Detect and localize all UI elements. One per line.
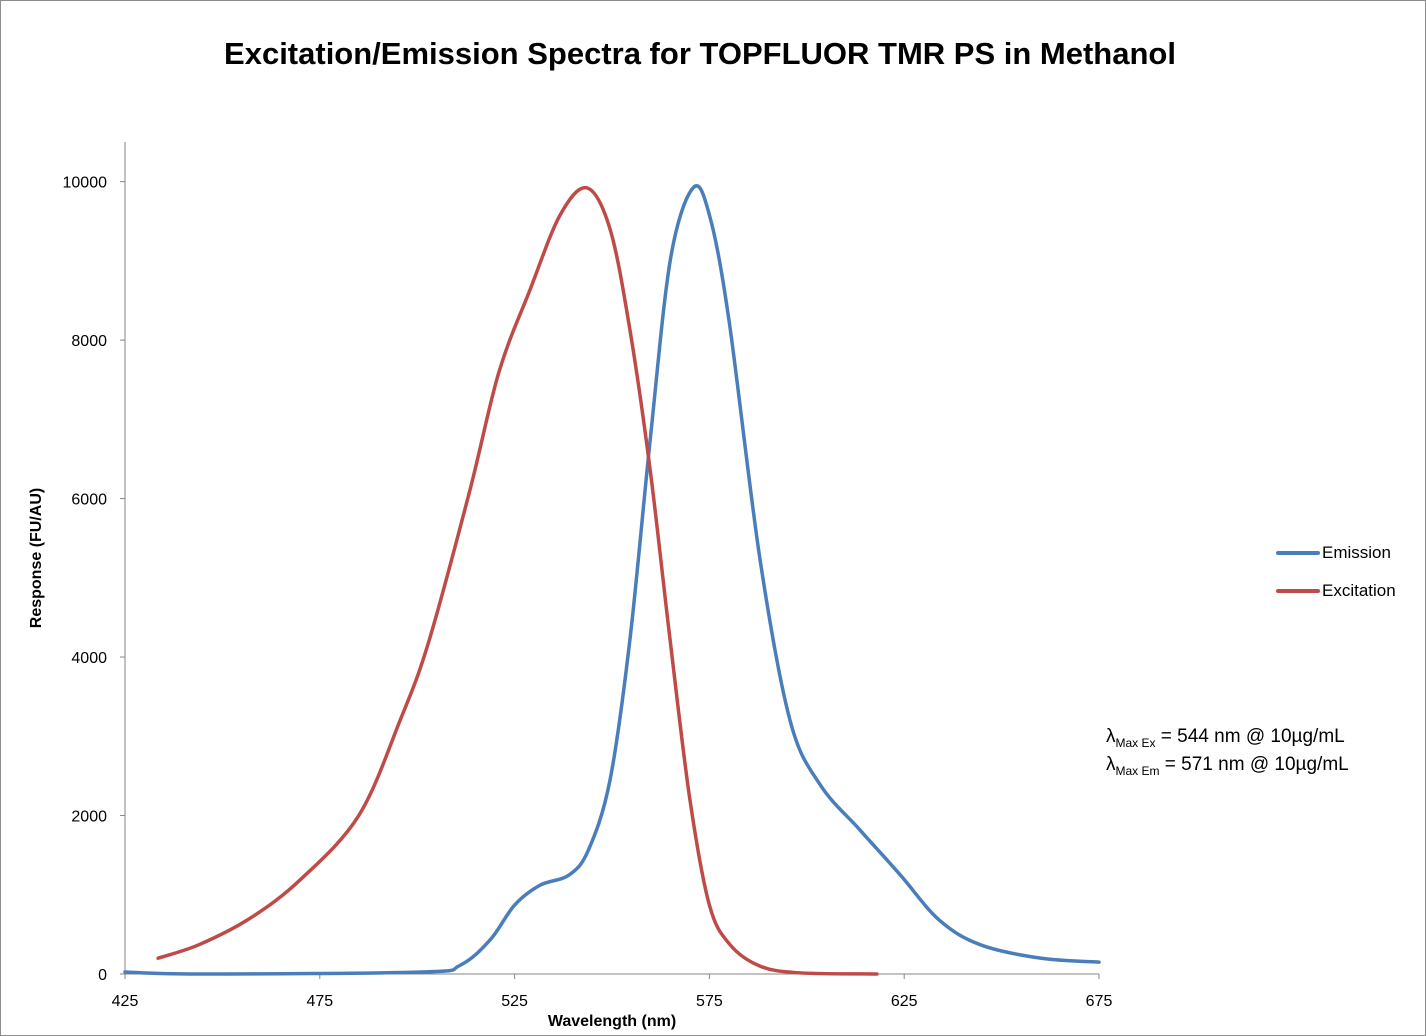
x-tick-label: 625 <box>891 993 918 1010</box>
series-line-emission <box>123 184 1101 976</box>
y-tick-label: 8000 <box>71 333 107 350</box>
lambda-symbol: λ <box>1106 754 1116 775</box>
annotation-max-ex: λMax Ex = 544 nm @ 10µg/mL <box>1106 726 1345 750</box>
annotation-max-em: λMax Em = 571 nm @ 10µg/mL <box>1106 754 1349 778</box>
lambda-symbol: λ <box>1106 726 1116 747</box>
series-line-excitation <box>156 185 879 976</box>
legend-swatch-emission <box>1276 551 1320 555</box>
x-tick-label: 525 <box>501 993 528 1010</box>
x-tick-label: 575 <box>696 993 723 1010</box>
legend-label: Excitation <box>1322 581 1396 600</box>
chart-title: Excitation/Emission Spectra for TOPFLUOR… <box>224 36 1176 71</box>
x-axis-title: Wavelength (nm) <box>548 1013 676 1030</box>
y-tick-label: 2000 <box>71 809 107 826</box>
legend-label: Emission <box>1322 543 1391 562</box>
annotation-text: = 544 nm @ 10µg/mL <box>1155 726 1345 747</box>
legend-item-emission: Emission <box>1276 543 1391 563</box>
y-tick-label: 0 <box>98 967 107 984</box>
y-tick-label: 10000 <box>63 175 108 192</box>
y-tick-label: 6000 <box>71 492 107 509</box>
y-tick-label: 4000 <box>71 650 107 667</box>
x-tick-label: 675 <box>1086 993 1113 1010</box>
x-tick-label: 425 <box>112 993 139 1010</box>
legend-item-excitation: Excitation <box>1276 581 1396 601</box>
y-axis-title: Response (FU/AU) <box>28 488 45 628</box>
annotation-text: = 571 nm @ 10µg/mL <box>1159 754 1349 775</box>
annotation-subscript: Max Em <box>1115 763 1160 778</box>
legend-swatch-excitation <box>1276 589 1320 593</box>
x-tick-label: 475 <box>306 993 333 1010</box>
annotation-subscript: Max Ex <box>1115 735 1156 750</box>
